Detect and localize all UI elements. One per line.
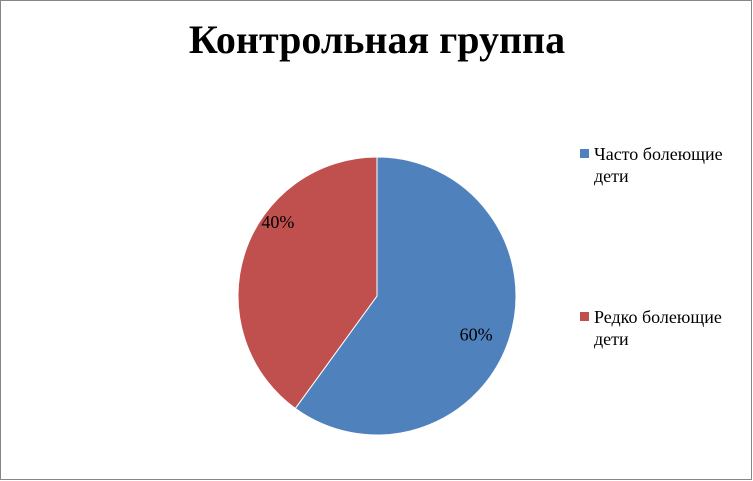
legend-entry: Часто болеющие дети: [594, 144, 723, 186]
legend-swatch: [580, 312, 589, 321]
legend-entry: Редко болеющие дети: [594, 307, 722, 349]
chart-title: Контрольная группа: [189, 17, 565, 62]
data-label: 60%: [460, 324, 493, 344]
data-label: 40%: [261, 212, 294, 232]
pie-slice: [294, 156, 517, 436]
pie-slice: [237, 156, 378, 410]
legend-swatch: [580, 149, 589, 158]
